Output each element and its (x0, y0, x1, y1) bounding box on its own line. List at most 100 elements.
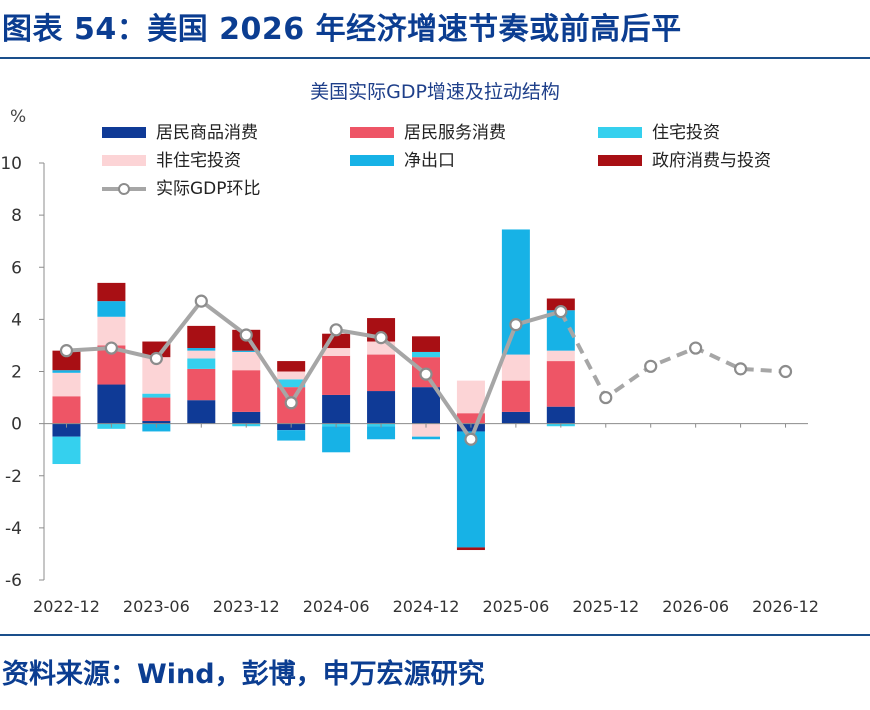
x-tick-label: 2026-06 (662, 597, 729, 616)
gdp-point-2023-12 (239, 328, 253, 342)
bar-segment-4-2023-12 (232, 351, 261, 371)
bar-segment-5-2023-12 (232, 350, 261, 352)
x-tick-label: 2026-12 (752, 597, 819, 616)
y-tick-label: 0 (11, 415, 22, 435)
bar-segment-4-2024-12 (412, 423, 440, 437)
x-axis: 2022-12 2023-06 2023-12 2024-06 2024-12 2025-… (33, 423, 819, 616)
bar-segment-4-2024-06 (322, 348, 351, 356)
gdp-point-2022-12 (59, 344, 74, 358)
bar-segment-4-2025-06 (501, 354, 530, 381)
bar-segment-2-2023-06 (142, 397, 171, 422)
legend-label-2: 居民服务消费 (404, 123, 506, 143)
bar-segment-3-2024-12 (412, 351, 440, 358)
bar-segment-4-2023-09 (187, 350, 216, 359)
y-tick-label: 8 (11, 206, 22, 226)
bar-segment-5-2022-12 (52, 370, 81, 373)
bar-segment-5-2024-09 (367, 426, 396, 440)
bar-segment-5-2024-12 (412, 436, 440, 440)
bar-segment-6-2025-09 (546, 298, 575, 311)
gdp-point-2023-09 (194, 294, 208, 308)
legend-label-line: 实际GDP环比 (156, 179, 261, 199)
bar-segment-3-2023-09 (187, 358, 216, 369)
legend-swatch-1 (102, 127, 146, 138)
figure-source: 资料来源：Wind，彭博，申万宏源研究 (2, 659, 485, 690)
bar-segment-5-2023-09 (187, 348, 216, 351)
title-rule (0, 57, 870, 59)
bar-segment-2-2023-09 (187, 368, 216, 401)
bar-segment-2-2025-06 (501, 380, 530, 412)
gdp-line-actual (66, 299, 562, 442)
bar-segment-2-2025-03 (456, 413, 485, 424)
y-tick-label: 6 (11, 258, 22, 278)
gdp-point-2025-06 (509, 317, 523, 332)
bar-segment-6-2024-12 (412, 336, 440, 352)
bar-segment-4-2023-03 (97, 316, 126, 346)
legend-swatch-5 (350, 155, 394, 166)
bar-segment-1-2024-09 (367, 391, 396, 424)
bar-segment-2-2025-09 (546, 361, 575, 407)
legend-swatch-6 (598, 155, 642, 166)
bar-segment-3-2024-03 (277, 379, 306, 388)
bar-segment-5-2024-03 (277, 430, 306, 441)
y-axis-unit-label: % (10, 107, 26, 127)
chart-title: 美国实际GDP增速及拉动结构 (310, 81, 560, 103)
bar-segment-6-2025-03 (456, 547, 485, 551)
bar-segment-4-2025-09 (546, 350, 575, 362)
bar-segment-6-2023-06 (142, 341, 171, 358)
x-tick-label: 2025-12 (572, 597, 639, 616)
gdp-point-2026-03 (644, 359, 658, 373)
bar-segment-1-2024-06 (322, 394, 351, 424)
x-tick-label: 2023-12 (213, 597, 280, 616)
bar-segment-6-2024-03 (277, 361, 306, 372)
legend-label-6: 政府消费与投资 (652, 151, 771, 171)
bar-series (52, 229, 575, 551)
legend-label-1: 居民商品消费 (156, 123, 258, 143)
legend-swatch-3 (598, 127, 642, 138)
bar-segment-6-2023-03 (97, 282, 126, 302)
legend-label-5: 净出口 (404, 151, 455, 171)
x-tick-label: 2024-06 (303, 597, 370, 616)
y-tick-label: 2 (11, 363, 22, 383)
gdp-point-2026-09 (733, 362, 748, 376)
bar-segment-5-2025-06 (501, 229, 530, 355)
gdp-point-2023-06 (149, 351, 163, 366)
legend-label-3: 住宅投资 (652, 123, 720, 143)
gdp-point-2025-12 (599, 390, 613, 405)
y-axis: -6 -4 -2 0 2 4 6 8 10 (0, 154, 45, 591)
bar-segment-4-2025-03 (456, 380, 485, 414)
gdp-point-2023-03 (104, 341, 119, 355)
source-rule (0, 634, 870, 636)
bar-segment-2-2022-12 (52, 396, 81, 424)
legend-line-marker (118, 183, 130, 195)
bar-segment-1-2025-06 (501, 411, 530, 424)
gdp-point-2024-03 (284, 396, 298, 410)
bar-segment-4-2024-03 (277, 371, 306, 380)
bar-segment-1-2023-12 (232, 411, 261, 424)
bar-segment-1-2023-09 (187, 400, 216, 424)
x-tick-label: 2024-12 (393, 597, 460, 616)
bar-segment-6-2022-12 (52, 350, 81, 371)
bar-segment-1-2023-06 (142, 421, 171, 424)
gdp-point-2026-12 (778, 364, 793, 379)
gdp-point-2024-12 (419, 367, 433, 381)
gdp-point-2024-09 (374, 331, 388, 345)
gdp-line-forecast (559, 310, 786, 400)
bar-segment-5-2025-03 (456, 431, 485, 548)
bar-segment-1-2025-09 (546, 406, 575, 424)
bar-segment-2-2024-06 (322, 355, 351, 395)
y-tick-label: -2 (5, 467, 22, 487)
x-tick-label: 2023-06 (123, 597, 190, 616)
gdp-line-series (59, 294, 793, 446)
bar-segment-5-2024-06 (322, 426, 351, 453)
gdp-point-2025-03 (464, 432, 478, 446)
bar-segment-4-2022-12 (52, 372, 81, 397)
legend-swatch-2 (350, 127, 394, 138)
bar-segment-3-2022-12 (52, 436, 81, 465)
y-tick-label: -4 (5, 519, 22, 539)
x-tick-label: 2025-06 (482, 597, 549, 616)
bar-segment-2-2023-12 (232, 370, 261, 412)
gdp-point-2026-06 (689, 341, 703, 355)
bar-segment-5-2023-03 (97, 301, 126, 317)
